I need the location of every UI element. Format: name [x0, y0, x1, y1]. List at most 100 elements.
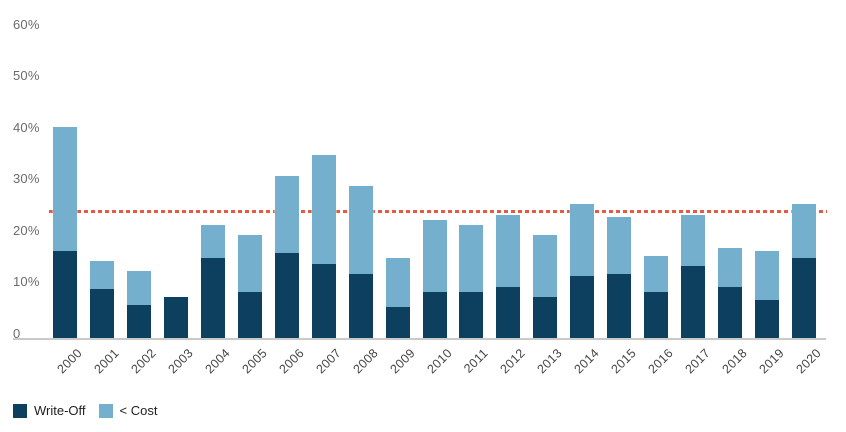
legend-item-less-than-cost: < Cost [98, 403, 158, 418]
bar-2000 [53, 127, 78, 338]
bar-segment-less-than-cost [496, 214, 521, 287]
bar-2006 [274, 175, 299, 338]
x-axis-tick-label-2020: 2020 [793, 346, 824, 377]
bar-segment-less-than-cost [791, 204, 816, 259]
bar-segment-less-than-cost [385, 258, 410, 308]
y-axis-tick-label: 10% [13, 274, 40, 289]
x-axis-tick-label-2008: 2008 [350, 346, 381, 377]
x-axis-tick-label-2017: 2017 [682, 346, 713, 377]
legend-item-write-off: Write-Off [13, 403, 86, 418]
bar-2012 [496, 214, 521, 338]
bar-segment-less-than-cost [201, 224, 225, 259]
bar-2019 [754, 250, 779, 338]
bar-segment-write-off [680, 266, 705, 338]
y-axis-tick-label: 20% [13, 222, 40, 238]
x-axis-tick-label-2012: 2012 [497, 346, 529, 377]
bar-segment-write-off [348, 273, 373, 338]
x-axis-tick-label-2007: 2007 [313, 346, 344, 377]
bar-2018 [717, 248, 742, 338]
bar-2003 [164, 296, 189, 338]
bar-2007 [311, 155, 336, 338]
bar-segment-less-than-cost [717, 248, 742, 287]
bar-segment-less-than-cost [422, 219, 447, 292]
x-axis-line [13, 338, 826, 340]
bar-segment-less-than-cost [127, 271, 152, 305]
bar-segment-write-off [717, 286, 742, 338]
reference-dashed-line [49, 210, 827, 213]
x-axis-tick-label-2018: 2018 [719, 346, 750, 377]
x-axis-tick-label-2006: 2006 [276, 346, 307, 377]
bar-segment-write-off [644, 291, 668, 338]
bar-segment-write-off [274, 253, 299, 338]
bar-segment-write-off [237, 291, 262, 338]
bar-segment-less-than-cost [274, 175, 299, 254]
bar-segment-less-than-cost [570, 204, 595, 277]
bar-segment-less-than-cost [680, 214, 705, 266]
bar-segment-write-off [570, 276, 595, 338]
bar-2014 [570, 204, 595, 338]
x-axis-tick-label-2015: 2015 [608, 346, 639, 377]
legend: Write-Off < Cost [13, 403, 157, 418]
legend-swatch-less-than-cost [98, 403, 113, 418]
bar-segment-write-off [90, 289, 115, 338]
y-axis-tick-label: 40% [13, 119, 40, 135]
bar-2008 [348, 186, 373, 338]
bar-segment-write-off [201, 258, 225, 338]
x-axis-tick-label-2016: 2016 [645, 346, 676, 377]
x-axis-tick-label-2005: 2005 [239, 346, 270, 377]
bar-segment-less-than-cost [311, 155, 336, 264]
x-axis-tick-label-2019: 2019 [756, 346, 787, 377]
bar-2004 [201, 224, 225, 338]
bar-segment-less-than-cost [754, 250, 779, 300]
bar-segment-write-off [533, 296, 558, 338]
x-axis-tick-label-2000: 2000 [54, 346, 86, 377]
bar-segment-write-off [754, 299, 779, 338]
x-axis-tick-label-2001: 2001 [91, 346, 123, 377]
bar-2017 [680, 214, 705, 338]
bar-2015 [607, 217, 632, 338]
bar-segment-write-off [311, 263, 336, 338]
x-axis-tick-label-2011: 2011 [461, 346, 492, 376]
x-axis-tick-label-2013: 2013 [534, 346, 566, 377]
x-axis-tick-label-2010: 2010 [423, 346, 455, 377]
y-axis-tick-label: 30% [13, 171, 40, 186]
bar-2010 [422, 219, 447, 338]
bar-2020 [791, 204, 816, 338]
bar-segment-less-than-cost [533, 235, 558, 297]
bar-segment-write-off [791, 258, 816, 338]
bar-segment-write-off [607, 273, 632, 338]
y-axis-tick-label: 0 [13, 325, 21, 341]
legend-label-less-than-cost: < Cost [119, 403, 158, 418]
x-axis-tick-label-2014: 2014 [571, 346, 603, 377]
bar-2011 [459, 224, 484, 338]
bar-2016 [644, 255, 668, 338]
bar-segment-less-than-cost [348, 186, 373, 274]
bar-2013 [533, 235, 558, 338]
bar-segment-write-off [164, 296, 189, 338]
y-axis-tick-label: 50% [13, 68, 40, 83]
y-axis-tick-label: 60% [13, 16, 40, 32]
legend-swatch-write-off [13, 403, 27, 418]
bar-segment-less-than-cost [90, 260, 115, 290]
bar-2005 [237, 235, 262, 338]
bar-segment-less-than-cost [53, 127, 78, 251]
x-axis-tick-label-2003: 2003 [165, 346, 196, 377]
bar-segment-write-off [459, 291, 484, 338]
bar-segment-write-off [422, 291, 447, 338]
x-axis-tick-label-2004: 2004 [202, 346, 233, 377]
bar-segment-write-off [127, 304, 152, 338]
x-axis-tick-label-2002: 2002 [128, 346, 159, 377]
bar-segment-write-off [385, 307, 410, 338]
legend-label-write-off: Write-Off [34, 403, 86, 418]
bar-segment-less-than-cost [607, 217, 632, 274]
x-axis-tick-label-2009: 2009 [387, 346, 418, 377]
bar-segment-less-than-cost [459, 224, 484, 292]
bar-2002 [127, 271, 152, 338]
bar-segment-less-than-cost [644, 255, 668, 292]
bar-segment-less-than-cost [237, 235, 262, 292]
bar-2001 [90, 260, 115, 338]
bar-segment-write-off [53, 250, 78, 338]
bar-2009 [385, 258, 410, 338]
bar-segment-write-off [496, 286, 521, 338]
